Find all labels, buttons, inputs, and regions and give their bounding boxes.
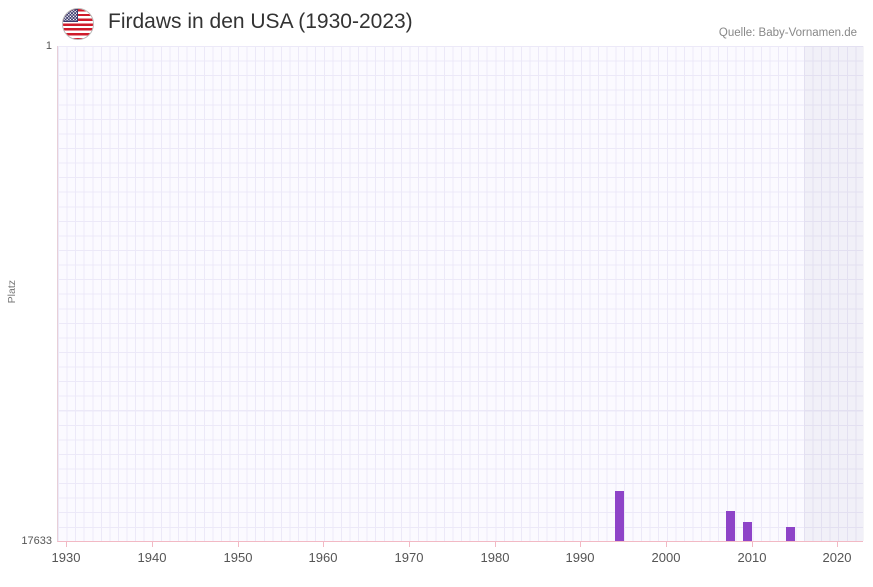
x-tick-mark: [837, 542, 838, 547]
y-tick-bottom: 17633: [21, 535, 52, 547]
y-tick-top: 1: [45, 40, 52, 52]
usa-flag-icon: [62, 8, 94, 40]
x-tick-mark: [495, 542, 496, 547]
bar-2012[interactable]: [726, 511, 735, 541]
horizontal-gridlines: [58, 46, 863, 541]
x-tick-mark: [409, 542, 410, 547]
x-tick-2000: 2000: [651, 550, 681, 565]
plot-area: [57, 46, 864, 542]
x-tick-mark: [580, 542, 581, 547]
x-tick-mark: [66, 542, 67, 547]
x-tick-mark: [666, 542, 667, 547]
vertical-gridlines: [58, 46, 863, 541]
x-axis-ticks: 1930 1940 1950 1960 1970 1980 1990 2000 …: [52, 542, 863, 572]
x-tick-2020: 2020: [822, 550, 852, 565]
x-tick-mark: [238, 542, 239, 547]
chart-header: Firdaws in den USA (1930-2023) Quelle: B…: [0, 0, 873, 46]
x-tick-1960: 1960: [308, 550, 338, 565]
x-tick-mark: [152, 542, 153, 547]
bar-1999[interactable]: [615, 491, 624, 541]
source-label: Quelle: Baby-Vornamen.de: [718, 27, 857, 39]
x-tick-mark: [752, 542, 753, 547]
y-axis-ticks: 1 17633: [0, 40, 52, 547]
page-title: Firdaws in den USA (1930-2023): [108, 10, 413, 33]
x-tick-1930: 1930: [51, 550, 81, 565]
x-tick-1980: 1980: [480, 550, 510, 565]
bar-2014[interactable]: [743, 522, 752, 541]
x-tick-2010: 2010: [737, 550, 767, 565]
flag-canton: [63, 9, 78, 22]
shaded-future-region: [804, 46, 864, 541]
x-tick-1950: 1950: [223, 550, 253, 565]
x-tick-mark: [323, 542, 324, 547]
x-tick-1990: 1990: [565, 550, 595, 565]
x-tick-1970: 1970: [394, 550, 424, 565]
x-tick-1940: 1940: [137, 550, 167, 565]
bar-2019[interactable]: [786, 527, 795, 541]
